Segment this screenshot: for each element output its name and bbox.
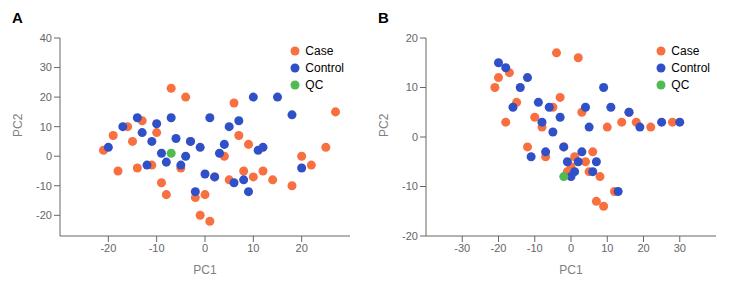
svg-text:10: 10 [406,81,418,93]
html-text:Control: Control [305,60,344,75]
svg-text:-10: -10 [527,242,543,254]
svg-text:PC2: PC2 [377,113,391,137]
svg-text:0: 0 [46,150,52,162]
svg-text:0: 0 [568,242,574,254]
svg-text:20: 20 [637,242,649,254]
svg-text:20: 20 [296,242,308,254]
svg-text:-10: -10 [36,180,52,192]
svg-text:-30: -30 [454,242,470,254]
html-text:Case: Case [305,43,334,58]
svg-text:20: 20 [406,32,418,44]
svg-text:PC1: PC1 [559,263,583,277]
svg-text:20: 20 [40,91,52,103]
html-text:A: A [12,9,23,26]
svg-text:-10: -10 [402,180,418,192]
svg-text:10: 10 [247,242,259,254]
svg-text:-20: -20 [402,230,418,242]
svg-text:30: 30 [674,242,686,254]
html-text:Case: Case [671,43,700,58]
svg-text:-20: -20 [491,242,507,254]
svg-text:10: 10 [40,121,52,133]
svg-text:40: 40 [40,32,52,44]
html-text:Control: Control [671,60,710,75]
svg-text:-20: -20 [36,209,52,221]
html-text:QC: QC [671,77,690,92]
svg-text:0: 0 [412,131,418,143]
svg-text:-20: -20 [100,242,116,254]
svg-text:PC1: PC1 [193,263,217,277]
html-text:B: B [378,9,389,26]
svg-text:-10: -10 [149,242,165,254]
svg-text:30: 30 [40,61,52,73]
svg-text:PC2: PC2 [11,113,25,137]
html-text:QC: QC [305,77,324,92]
svg-text:10: 10 [601,242,613,254]
svg-text:0: 0 [202,242,208,254]
